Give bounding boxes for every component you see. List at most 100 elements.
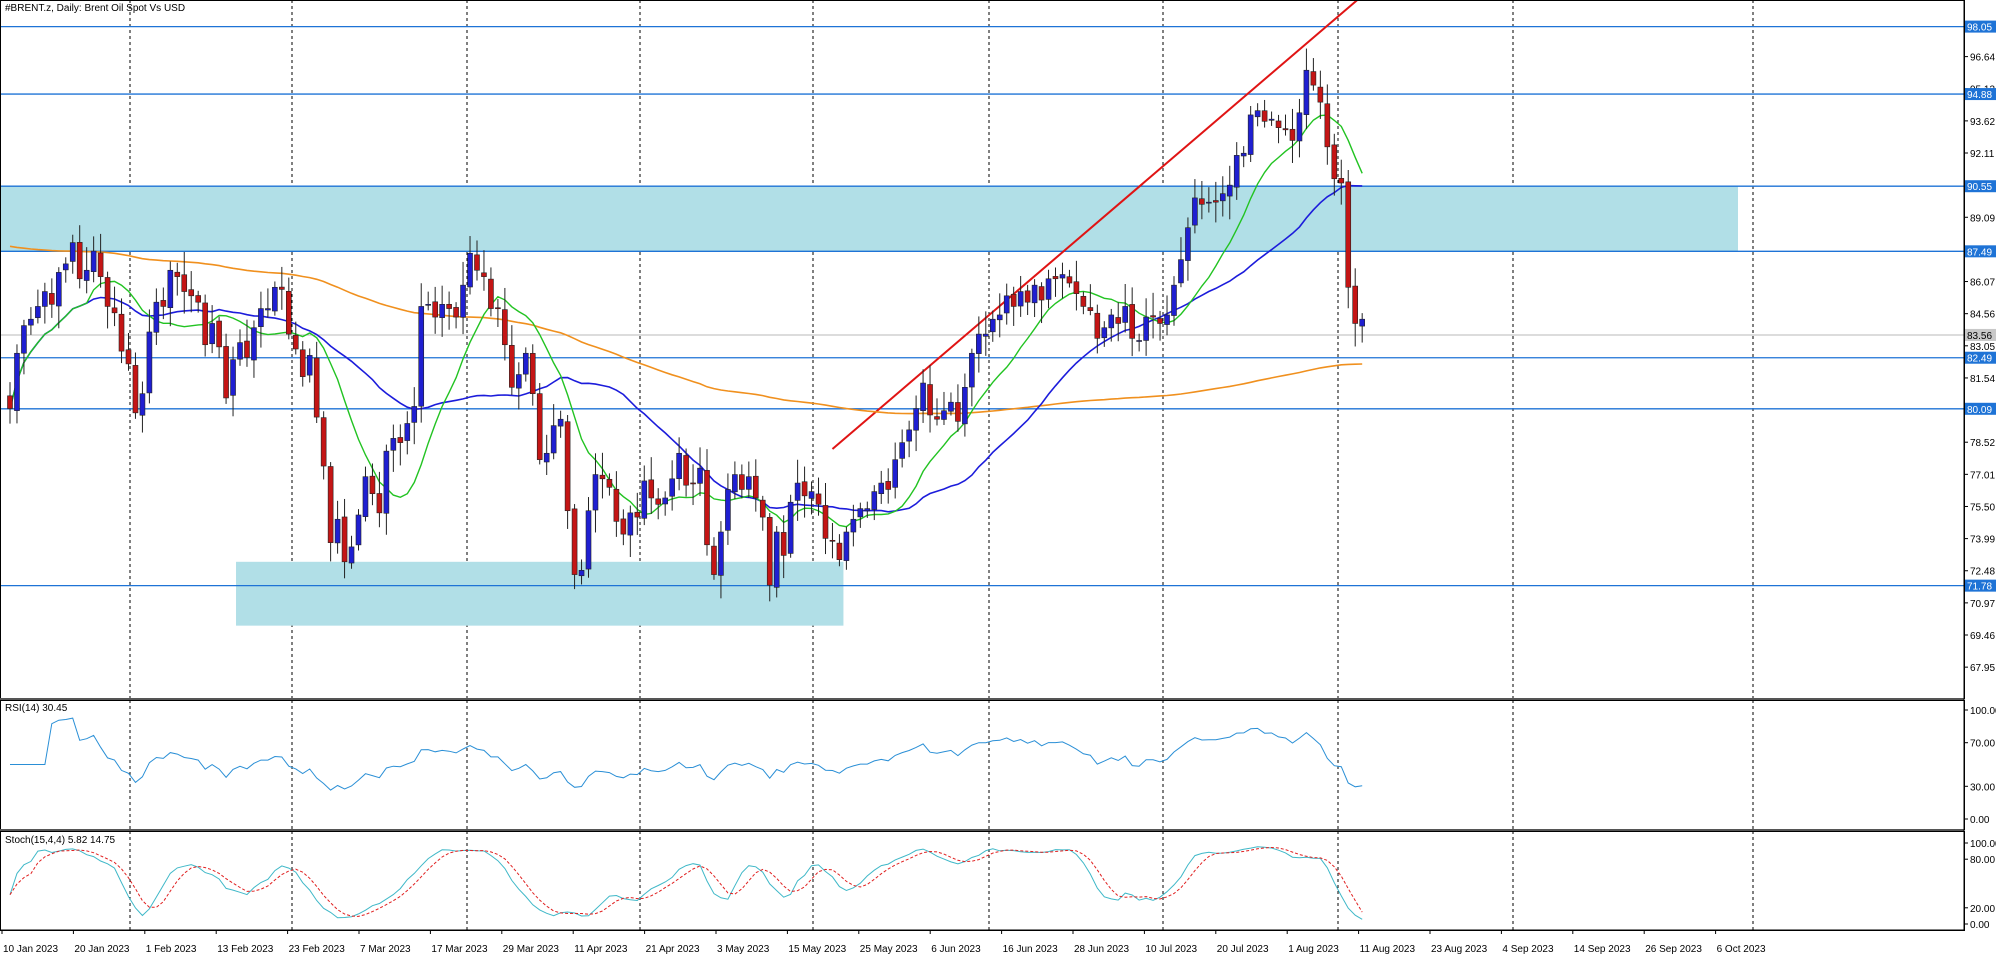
candle-body xyxy=(1206,201,1212,204)
candle-body xyxy=(42,291,48,307)
candle-body xyxy=(432,301,438,318)
candle-body xyxy=(920,382,926,411)
candle-body xyxy=(209,323,215,345)
candle-body xyxy=(1289,128,1296,141)
candle-body xyxy=(871,491,878,510)
candle-body xyxy=(474,254,480,271)
candle-body xyxy=(90,250,97,272)
candle-body xyxy=(864,508,871,512)
price-tick-label: 73.99 xyxy=(1970,535,1995,546)
candle-body xyxy=(265,308,271,311)
candle-body xyxy=(969,352,975,388)
stoch-main-line xyxy=(9,846,1363,920)
candle-body xyxy=(1024,290,1031,303)
candle-body xyxy=(153,301,160,333)
candle-body xyxy=(292,334,299,350)
candle-body xyxy=(272,286,278,312)
candle-body xyxy=(118,313,125,352)
candle-body xyxy=(55,272,62,307)
stoch-pane-frame xyxy=(0,831,1965,931)
candle-body xyxy=(216,320,222,348)
rsi-tick-label: 0.00 xyxy=(1970,815,1990,826)
candle-body xyxy=(285,291,292,335)
candle-body xyxy=(1317,86,1324,103)
candle-body xyxy=(766,517,773,586)
candle-body xyxy=(481,272,487,277)
candle-body xyxy=(495,307,501,310)
date-label: 25 May 2023 xyxy=(860,944,918,955)
price-zone xyxy=(236,561,844,626)
candle-body xyxy=(1240,152,1247,157)
candle-body xyxy=(1213,200,1219,203)
candle-body xyxy=(132,365,139,414)
candle-body xyxy=(76,242,83,280)
date-label: 13 Feb 2023 xyxy=(217,944,274,955)
price-tag-box xyxy=(1965,402,1996,415)
candle-body xyxy=(550,425,557,454)
candle-body xyxy=(49,293,55,305)
rsi-tick-label: 30.00 xyxy=(1970,782,1995,793)
candle-body xyxy=(976,333,982,354)
candle-body xyxy=(1261,110,1268,122)
candle-body xyxy=(174,271,181,277)
candle-body xyxy=(578,570,585,577)
candle-body xyxy=(460,284,466,318)
candle-body xyxy=(167,269,174,308)
rsi-tick-label: 100.00 xyxy=(1970,706,1996,717)
candle-body xyxy=(913,408,919,431)
price-tag-label: 71.78 xyxy=(1967,582,1992,593)
date-label: 15 May 2023 xyxy=(788,944,846,955)
trendline[interactable] xyxy=(831,0,1358,450)
candle-body xyxy=(885,481,892,490)
price-tick-label: 84.56 xyxy=(1970,310,1995,321)
stochastic-plot xyxy=(9,846,1363,920)
candle-body xyxy=(836,542,843,560)
date-label: 1 Aug 2023 xyxy=(1288,944,1339,955)
candle-body xyxy=(411,406,418,423)
candle-body xyxy=(453,307,459,318)
candle-body xyxy=(1219,193,1226,202)
price-tag-label: 98.05 xyxy=(1967,23,1992,34)
candle-body xyxy=(69,242,76,262)
candle-body xyxy=(1122,306,1128,323)
candle-body xyxy=(711,545,717,575)
candle-body xyxy=(397,437,404,443)
candle-body xyxy=(1338,178,1345,184)
candle-body xyxy=(948,401,954,412)
candle-body xyxy=(536,393,543,460)
candle-body xyxy=(878,482,885,494)
candle-body xyxy=(1010,293,1017,307)
candle-body xyxy=(808,491,815,499)
candle-body xyxy=(557,418,564,427)
price-tag-label: 90.55 xyxy=(1967,182,1992,193)
candle-body xyxy=(780,532,787,556)
candle-body xyxy=(418,306,425,407)
candle-body xyxy=(1296,112,1303,142)
candle-body xyxy=(843,531,850,561)
candle-body xyxy=(334,518,341,544)
candle-body xyxy=(704,470,710,546)
candle-body xyxy=(1136,340,1142,342)
candle-body xyxy=(195,295,201,303)
candle-body xyxy=(306,355,313,376)
date-label: 29 Mar 2023 xyxy=(503,944,560,955)
candle-body xyxy=(1247,114,1254,155)
candle-body xyxy=(35,306,41,319)
price-tag-label: 80.09 xyxy=(1967,405,1992,416)
rsi-plot xyxy=(10,717,1363,791)
price-tick-label: 86.07 xyxy=(1970,278,1995,289)
candle-body xyxy=(1359,318,1365,327)
rsi-tick-label: 70.00 xyxy=(1970,739,1995,750)
candle-body xyxy=(1275,120,1282,128)
candle-body xyxy=(641,480,648,519)
candle-body xyxy=(1303,69,1310,115)
candle-body xyxy=(787,501,794,554)
candle-body xyxy=(571,508,578,575)
date-label: 20 Jan 2023 xyxy=(74,944,129,955)
candle-body xyxy=(543,452,550,463)
candle-body xyxy=(829,539,836,542)
candle-body xyxy=(279,286,285,290)
candle-body xyxy=(1331,144,1338,180)
candle-body xyxy=(690,482,696,485)
